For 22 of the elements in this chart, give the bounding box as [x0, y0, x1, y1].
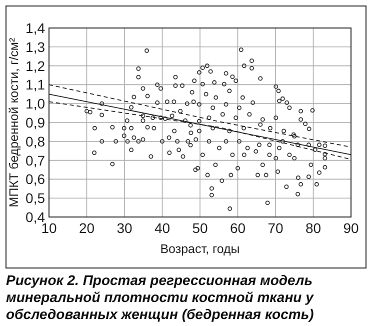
y-tick-label: 1,2 — [26, 58, 46, 74]
y-tick-label: 0,5 — [26, 190, 46, 206]
y-tick-label: 0,8 — [26, 133, 46, 150]
y-tick-label: 0,6 — [26, 171, 46, 188]
y-tick-label: 1,4 — [26, 20, 46, 36]
x-tick-label: 30 — [116, 220, 132, 236]
y-tick-label: 0,9 — [26, 114, 46, 130]
y-tick-label: 0,7 — [26, 152, 46, 168]
x-tick-label: 20 — [78, 220, 95, 236]
x-tick-label: 90 — [343, 220, 359, 236]
x-tick-label: 10 — [41, 220, 57, 236]
x-tick-label: 40 — [154, 220, 170, 236]
y-tick-label: 1,0 — [26, 96, 46, 112]
x-tick-label: 50 — [192, 220, 208, 236]
text: Рисунок 2. Простая регрессионная модель минеральной плотности костной ткани у обследованных женщин (бедренная кость) — [6, 272, 314, 323]
x-axis-title: Возраст, годы — [160, 242, 240, 256]
y-tick-label: 1,1 — [26, 76, 46, 93]
x-tick-label: 80 — [305, 220, 322, 236]
y-tick-label: 1,3 — [26, 38, 46, 55]
y-axis-title: МПКТ бедренной кости, г/см² — [7, 38, 21, 208]
x-tick-label: 60 — [230, 220, 246, 236]
x-tick-label: 70 — [268, 220, 284, 236]
